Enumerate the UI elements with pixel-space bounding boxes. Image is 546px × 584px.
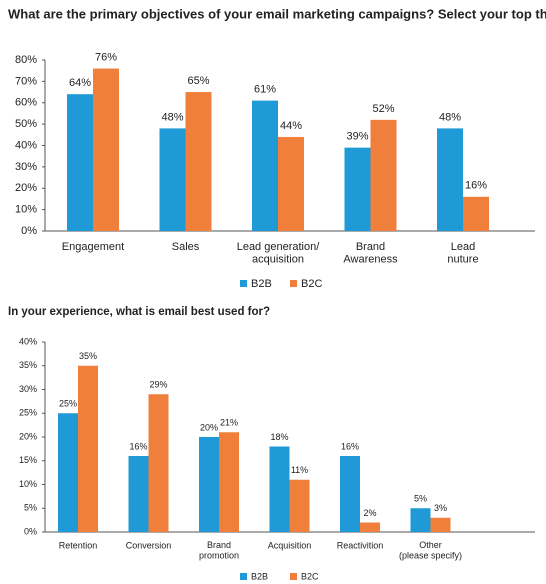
bar <box>148 394 169 532</box>
y-tick-label: 5% <box>24 503 37 513</box>
bar <box>128 456 149 532</box>
bar <box>437 128 463 231</box>
legend-swatch <box>290 573 297 580</box>
y-tick-label: 30% <box>15 161 37 173</box>
bar <box>185 92 212 231</box>
legend-swatch <box>240 573 247 580</box>
value-label: 21% <box>220 418 238 428</box>
value-label: 64% <box>69 77 91 89</box>
bar <box>410 508 431 532</box>
bar <box>93 68 119 231</box>
bar <box>58 413 78 532</box>
x-tick-label: Brand Awareness <box>343 241 398 266</box>
y-tick-label: 20% <box>15 182 37 194</box>
bar <box>289 479 310 532</box>
value-label: 20% <box>200 422 218 432</box>
bar <box>78 365 98 532</box>
y-tick-label: 60% <box>15 97 37 109</box>
value-label: 35% <box>79 351 97 361</box>
x-tick-label: Conversion <box>126 540 172 550</box>
bar <box>340 456 360 532</box>
x-tick-label: Sales <box>172 241 200 253</box>
y-tick-label: 70% <box>15 75 37 87</box>
x-tick-label: Retention <box>59 540 98 550</box>
value-label: 44% <box>280 120 302 132</box>
value-label: 16% <box>129 441 147 451</box>
bar <box>67 94 93 231</box>
y-tick-label: 0% <box>21 225 37 237</box>
chart-title: What are the primary objectives of your … <box>8 6 546 21</box>
y-tick-label: 10% <box>15 204 37 216</box>
bar <box>370 119 397 231</box>
y-tick-label: 25% <box>19 408 37 418</box>
bar <box>219 432 239 532</box>
x-tick-label: Lead generation/acquisition <box>237 241 321 266</box>
bar <box>252 100 278 231</box>
legend-label: B2C <box>301 278 322 290</box>
value-label: 65% <box>187 75 209 87</box>
bar <box>430 517 451 532</box>
value-label: 16% <box>341 441 359 451</box>
y-tick-label: 15% <box>19 455 37 465</box>
value-label: 25% <box>59 399 77 409</box>
legend-label: B2C <box>301 571 319 581</box>
value-label: 29% <box>149 380 167 390</box>
x-tick-label: Reactivition <box>337 540 384 550</box>
legend-swatch <box>290 280 297 287</box>
y-tick-label: 40% <box>15 139 37 151</box>
x-tick-label: Lead nuture <box>447 241 478 266</box>
x-tick-label: Acquisition <box>268 540 312 550</box>
value-label: 2% <box>363 508 376 518</box>
value-label: 61% <box>254 84 276 96</box>
bar <box>360 522 380 532</box>
x-tick-label: Engagement <box>62 241 124 253</box>
value-label: 39% <box>346 131 368 143</box>
value-label: 5% <box>414 494 427 504</box>
y-tick-label: 20% <box>19 431 37 441</box>
legend-label: B2B <box>251 278 272 290</box>
value-label: 48% <box>439 111 461 123</box>
value-label: 52% <box>372 103 394 115</box>
value-label: 48% <box>161 111 183 123</box>
y-tick-label: 40% <box>19 336 37 346</box>
y-tick-label: 35% <box>19 360 37 370</box>
value-label: 76% <box>95 51 117 63</box>
bar <box>199 437 219 532</box>
y-tick-label: 30% <box>19 384 37 394</box>
y-tick-label: 10% <box>19 479 37 489</box>
legend-label: B2B <box>251 571 268 581</box>
value-label: 3% <box>434 503 447 513</box>
value-label: 16% <box>465 180 487 192</box>
bar <box>269 446 290 532</box>
y-tick-label: 80% <box>15 54 37 66</box>
y-tick-label: 0% <box>24 526 37 536</box>
bar <box>344 147 371 231</box>
bar <box>278 136 304 231</box>
value-label: 18% <box>270 432 288 442</box>
legend-swatch <box>240 280 247 287</box>
x-tick-label: Other (please specify) <box>399 540 462 560</box>
y-tick-label: 50% <box>15 118 37 130</box>
value-label: 11% <box>291 465 308 475</box>
x-tick-label: Brand promotion <box>199 540 239 560</box>
bar <box>463 196 489 231</box>
bar <box>159 128 186 231</box>
chart-title: In your experience, what is email best u… <box>8 306 270 318</box>
